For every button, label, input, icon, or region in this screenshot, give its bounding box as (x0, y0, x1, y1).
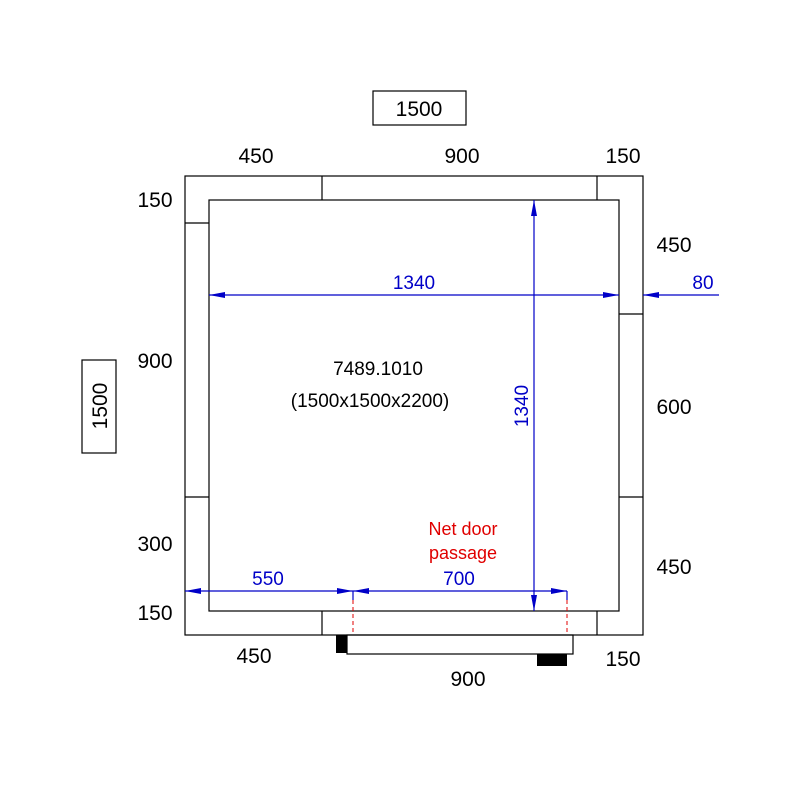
top-panel-2: 900 (444, 145, 479, 168)
door-label-line1: Net door (428, 519, 497, 539)
door-label-line2: passage (429, 543, 497, 563)
wall-thickness: 80 (692, 273, 713, 294)
bottom-panel-1: 450 (236, 645, 271, 668)
left-panel-1: 150 (137, 189, 172, 212)
model-code: 7489.1010 (333, 359, 423, 380)
inner-wall (208, 199, 620, 612)
right-panel-1: 450 (656, 234, 691, 257)
bottom-panel-2: 900 (450, 668, 485, 691)
door-hinge-block (336, 635, 347, 653)
overall-depth: 1500 (89, 383, 112, 430)
left-panel-3: 300 (137, 533, 172, 556)
panel-joints (185, 176, 643, 635)
left-panel-2: 900 (137, 350, 172, 373)
top-panel-3: 150 (605, 145, 640, 168)
overall-depth-box (81, 359, 117, 454)
overall-width-box (372, 90, 467, 126)
left-panel-4: 150 (137, 602, 172, 625)
door-handle-block (537, 654, 567, 666)
right-panel-3: 450 (656, 556, 691, 579)
overall-width: 1500 (396, 98, 443, 121)
inner-depth: 1340 (512, 385, 533, 427)
door-net-width: 700 (443, 569, 475, 590)
model-dimensions: (1500x1500x2200) (291, 391, 449, 412)
right-panel-2: 600 (656, 396, 691, 419)
top-panel-1: 450 (238, 145, 273, 168)
door-leaf (346, 634, 574, 655)
bottom-panel-3: 150 (605, 648, 640, 671)
inner-width: 1340 (393, 273, 435, 294)
door-offset: 550 (252, 569, 284, 590)
